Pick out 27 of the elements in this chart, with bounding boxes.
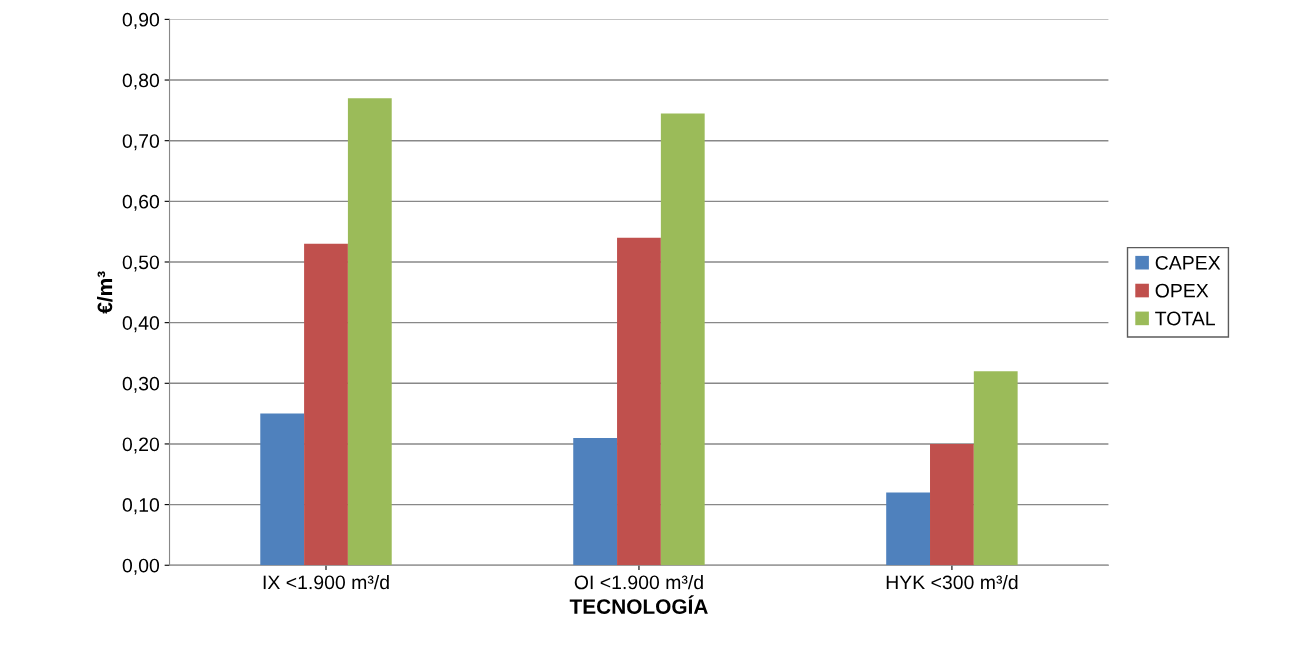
y-tick-label: 0,50 [122, 255, 160, 272]
y-tick-label: 0,30 [122, 376, 160, 393]
y-tick-label: 0,00 [122, 558, 160, 575]
legend-label: TOTAL [1155, 311, 1215, 326]
bar [347, 98, 392, 566]
y-tick-label: 0,60 [122, 194, 160, 211]
x-tick-label: OI <1.900 m³/d [574, 574, 703, 590]
bar [930, 443, 974, 566]
y-tick-label: 0,10 [122, 498, 160, 515]
x-tick-label: HYK <300 m³/d [886, 574, 1018, 590]
y-tick-label: 0,90 [122, 12, 160, 29]
y-tick-label: 0,70 [122, 134, 160, 151]
bar [304, 243, 348, 566]
bar [573, 437, 618, 566]
legend-label: CAPEX [1155, 255, 1221, 270]
bar [973, 371, 1018, 566]
legend-label: OPEX [1155, 283, 1209, 298]
bar [660, 113, 705, 566]
x-axis-title: TECNOLOGÍA [569, 595, 708, 614]
x-tick-label: IX <1.900 m³/d [263, 574, 389, 590]
bar [886, 492, 931, 566]
y-tick-label: 0,20 [122, 437, 160, 454]
y-tick-label: 0,80 [122, 73, 160, 90]
y-axis-title: €/m³ [96, 271, 113, 314]
y-tick-label: 0,40 [122, 316, 160, 333]
bar [617, 237, 661, 566]
bar [260, 413, 305, 566]
